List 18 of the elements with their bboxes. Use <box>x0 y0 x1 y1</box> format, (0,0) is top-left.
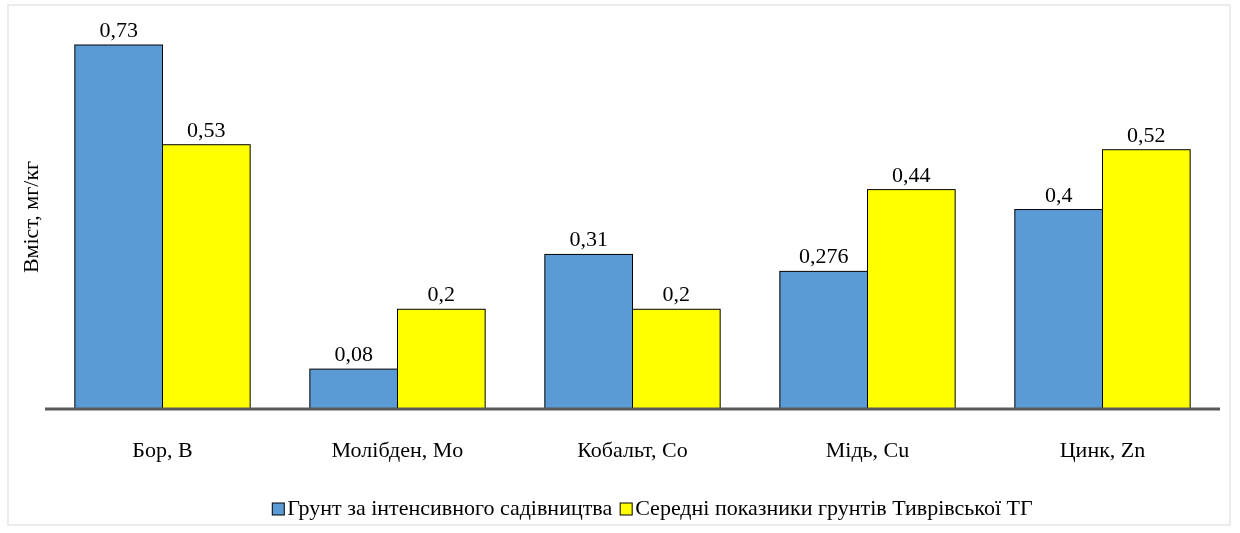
data-label: 0,2 <box>662 281 691 307</box>
x-tick-label: Кобальт, Co <box>577 437 688 462</box>
data-label: 0,73 <box>99 17 138 42</box>
data-label: 0,08 <box>334 341 373 367</box>
data-label: 0,4 <box>1044 181 1073 207</box>
legend-label: Середні показники грунтів Тиврівської ТГ <box>635 495 1033 520</box>
x-tick-label: Молібден, Mo <box>331 437 464 462</box>
y-axis-title: Вміст, мг/кг <box>18 160 43 274</box>
data-label: 0,2 <box>427 281 456 307</box>
legend-label: Грунт за інтенсивного садівництва <box>287 495 613 520</box>
data-label: 0,44 <box>892 161 931 187</box>
data-label: 0,53 <box>187 116 226 142</box>
data-label: 0,276 <box>798 243 849 269</box>
x-tick-label: Бор, B <box>132 437 193 462</box>
data-label: 0,31 <box>569 226 608 252</box>
x-tick-label: Мідь, Cu <box>825 437 910 462</box>
x-tick-label: Цинк, Zn <box>1059 437 1146 462</box>
data-label: 0,52 <box>1127 121 1166 147</box>
